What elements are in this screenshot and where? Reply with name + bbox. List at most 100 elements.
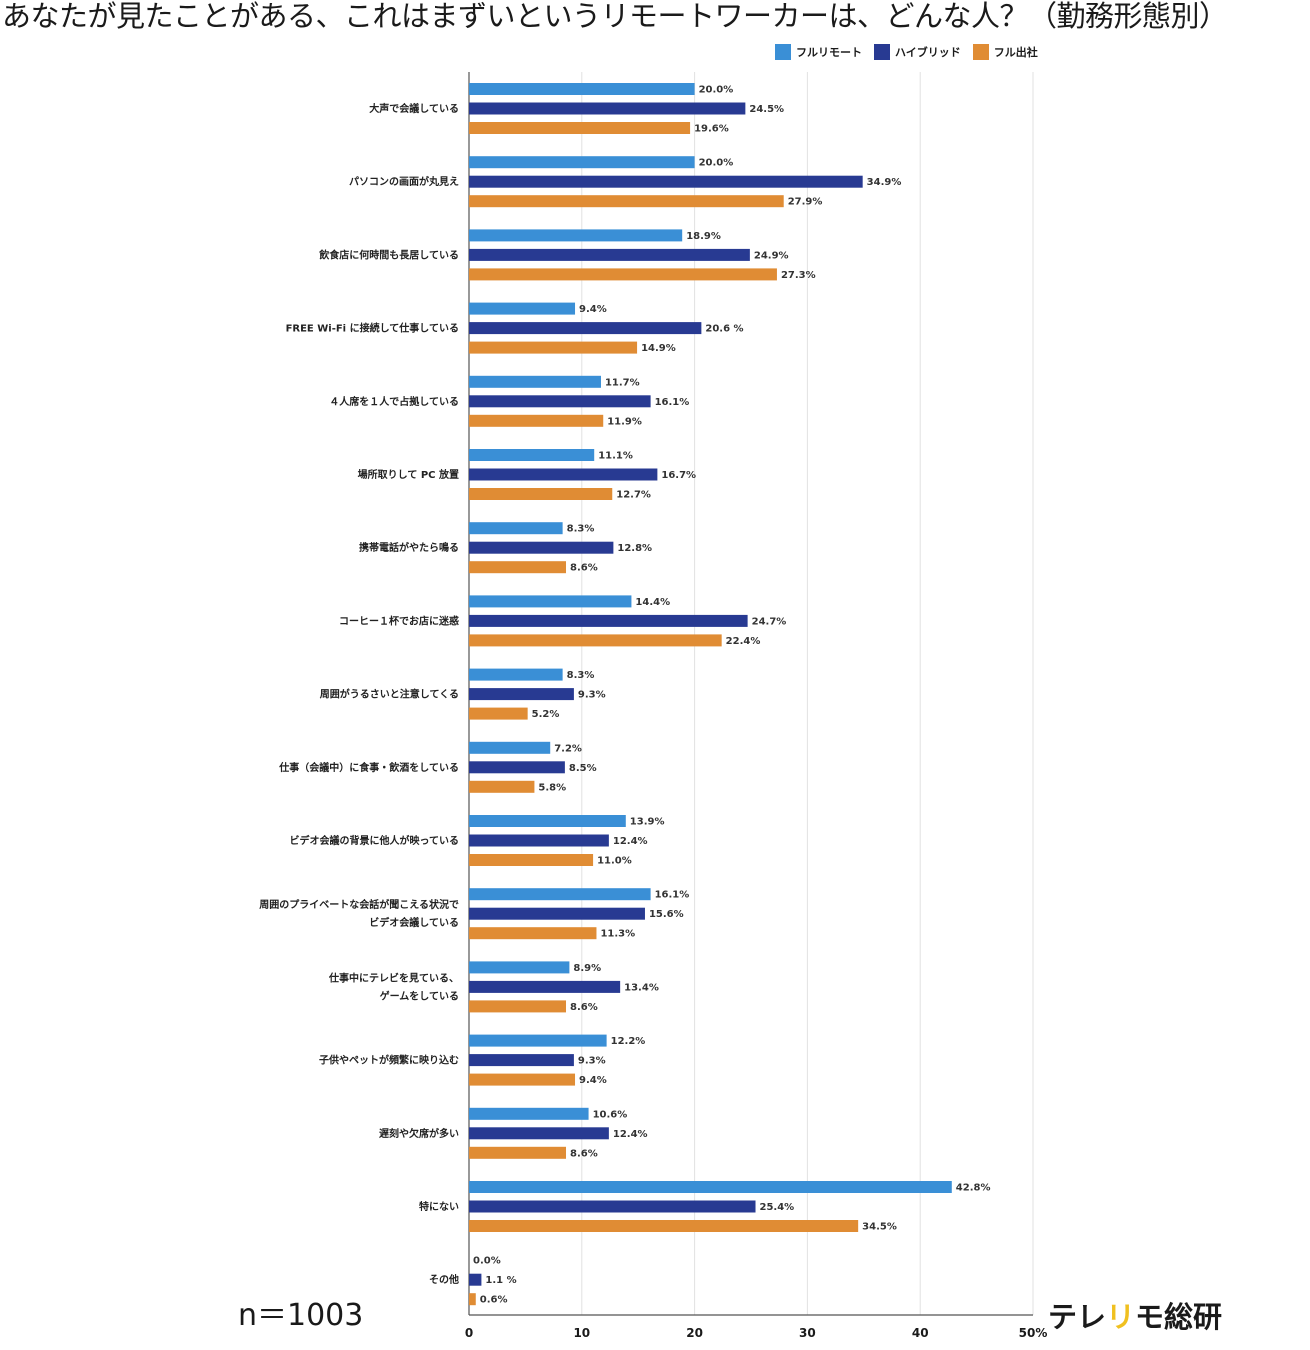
bar-hybrid <box>469 614 748 627</box>
value-label-fulloffice: 11.3% <box>600 929 635 940</box>
value-label-fulloffice: 27.9% <box>788 197 823 208</box>
brand-part-3: モ総研 <box>1135 1300 1223 1334</box>
bar-fulloffice <box>469 707 528 720</box>
bar-fullremote <box>469 888 651 901</box>
value-label-hybrid: 24.7% <box>752 616 787 627</box>
bar-fulloffice <box>469 122 691 134</box>
bar-fulloffice <box>469 414 604 427</box>
value-label-fulloffice: 11.0% <box>597 856 632 867</box>
bar-fulloffice <box>469 341 638 354</box>
bar-fulloffice <box>469 1146 567 1159</box>
x-tick-label: 20 <box>686 1326 703 1340</box>
legend-swatch-fulloffice <box>972 44 989 60</box>
value-label-fullremote: 16.1% <box>655 890 690 901</box>
bar-hybrid <box>469 980 621 993</box>
brand-logo: テレリモ総研 <box>1048 1298 1222 1336</box>
category-label: コーヒー１杯でお店に迷惑 <box>339 614 459 627</box>
bar-fullremote <box>469 449 595 461</box>
value-label-hybrid: 12.4% <box>613 1129 648 1140</box>
value-label-fullremote: 20.0% <box>699 158 734 169</box>
category-label: ビデオ会議の背景に他人が映っている <box>290 834 460 847</box>
value-label-fulloffice: 5.8% <box>538 782 566 793</box>
value-label-fullremote: 13.9% <box>630 817 665 828</box>
bar-fullremote <box>469 302 576 315</box>
value-label-fullremote: 11.7% <box>605 377 640 388</box>
value-label-hybrid: 12.4% <box>613 836 648 847</box>
value-label-fulloffice: 34.5% <box>862 1222 897 1233</box>
chart-title: あなたが見たことがある、これはまずいというリモートワーカーは、どんな人？（勤務形… <box>2 0 1228 33</box>
legend-label-fulloffice: フル出社 <box>993 46 1038 59</box>
category-label: 周囲がうるさいと注意してくる <box>320 688 459 701</box>
value-label-hybrid: 24.5% <box>749 104 784 115</box>
bar-hybrid <box>469 322 702 335</box>
sample-size-label: n＝1003 <box>238 1298 364 1333</box>
value-label-fullremote: 8.9% <box>573 963 601 974</box>
brand-part-1: テレ <box>1048 1300 1107 1334</box>
x-tick-label: 30 <box>799 1326 816 1340</box>
bar-fullremote <box>469 83 695 95</box>
legend-swatch-hybrid <box>874 44 890 60</box>
value-label-fullremote: 0.0% <box>473 1256 501 1267</box>
category-label: 遅刻や欠席が多い <box>379 1127 459 1140</box>
category-label: ４人席を１人で占拠している <box>329 395 459 408</box>
bar-hybrid <box>469 248 750 261</box>
legend-label-hybrid: ハイブリッド <box>895 46 961 59</box>
bar-fullremote <box>469 595 632 608</box>
category-label: 子供やペットが頻繁に映り込む <box>319 1054 459 1067</box>
value-label-hybrid: 12.8% <box>617 543 652 554</box>
legend-item-fulloffice: フル出社 <box>972 44 1038 60</box>
value-label-fulloffice: 5.2% <box>532 709 560 720</box>
bar-fullremote <box>469 156 695 169</box>
bar-hybrid <box>469 688 574 701</box>
bar-fullremote <box>469 1181 952 1193</box>
category-label: 飲食店に何時間も長居している <box>318 248 459 261</box>
value-label-fulloffice: 12.7% <box>616 490 651 501</box>
value-label-fullremote: 14.4% <box>635 597 670 608</box>
bar-fulloffice <box>469 1293 476 1306</box>
category-label: 携帯電話がやたら鳴る <box>359 541 459 554</box>
value-label-hybrid: 16.7% <box>661 470 696 481</box>
category-label: 仕事（会議中）に食事・飲酒をしている <box>278 761 459 774</box>
value-label-fulloffice: 11.9% <box>607 416 642 427</box>
bar-fulloffice <box>469 1073 576 1086</box>
bar-hybrid <box>469 468 658 481</box>
value-label-fulloffice: 9.4% <box>579 1075 607 1086</box>
category-label: 場所取りして PC 放置 <box>358 468 459 481</box>
bar-fullremote <box>469 668 563 681</box>
value-label-fullremote: 9.4% <box>579 304 607 315</box>
value-label-hybrid: 8.5% <box>569 763 597 774</box>
bar-hybrid <box>469 395 651 408</box>
value-label-fulloffice: 19.6% <box>694 124 729 135</box>
value-label-hybrid: 1.1 % <box>485 1275 516 1286</box>
value-label-fulloffice: 8.6% <box>570 1002 598 1013</box>
value-label-fullremote: 42.8% <box>956 1183 991 1194</box>
bar-fulloffice <box>469 561 567 574</box>
value-label-fullremote: 12.2% <box>611 1036 646 1047</box>
bar-hybrid <box>469 907 645 920</box>
value-label-hybrid: 16.1% <box>655 397 690 408</box>
value-label-hybrid: 25.4% <box>760 1202 795 1213</box>
value-label-hybrid: 34.9% <box>867 177 902 188</box>
bar-fulloffice <box>469 927 597 940</box>
bar-hybrid <box>469 1200 756 1213</box>
value-label-fulloffice: 8.6% <box>570 1148 598 1159</box>
value-label-fullremote: 18.9% <box>686 231 721 242</box>
bar-hybrid <box>469 761 565 774</box>
bar-hybrid <box>469 102 746 115</box>
x-tick-label: 10 <box>573 1326 590 1340</box>
legend-swatch-fullremote <box>775 44 791 60</box>
value-label-hybrid: 20.6 % <box>705 324 743 335</box>
x-tick-label: 40 <box>912 1326 929 1340</box>
bar-hybrid <box>469 1273 482 1286</box>
value-label-fullremote: 11.1% <box>598 451 633 462</box>
category-label: 特にない <box>419 1200 459 1213</box>
bar-fulloffice <box>469 780 535 793</box>
value-label-hybrid: 9.3% <box>578 1056 606 1067</box>
bar-fulloffice <box>469 634 722 647</box>
value-label-fulloffice: 8.6% <box>570 563 598 574</box>
value-label-hybrid: 24.9% <box>754 250 789 261</box>
bar-fulloffice <box>469 268 777 281</box>
legend-item-hybrid: ハイブリッド <box>874 44 961 60</box>
value-label-fulloffice: 22.4% <box>726 636 761 647</box>
bar-fullremote <box>469 522 563 535</box>
